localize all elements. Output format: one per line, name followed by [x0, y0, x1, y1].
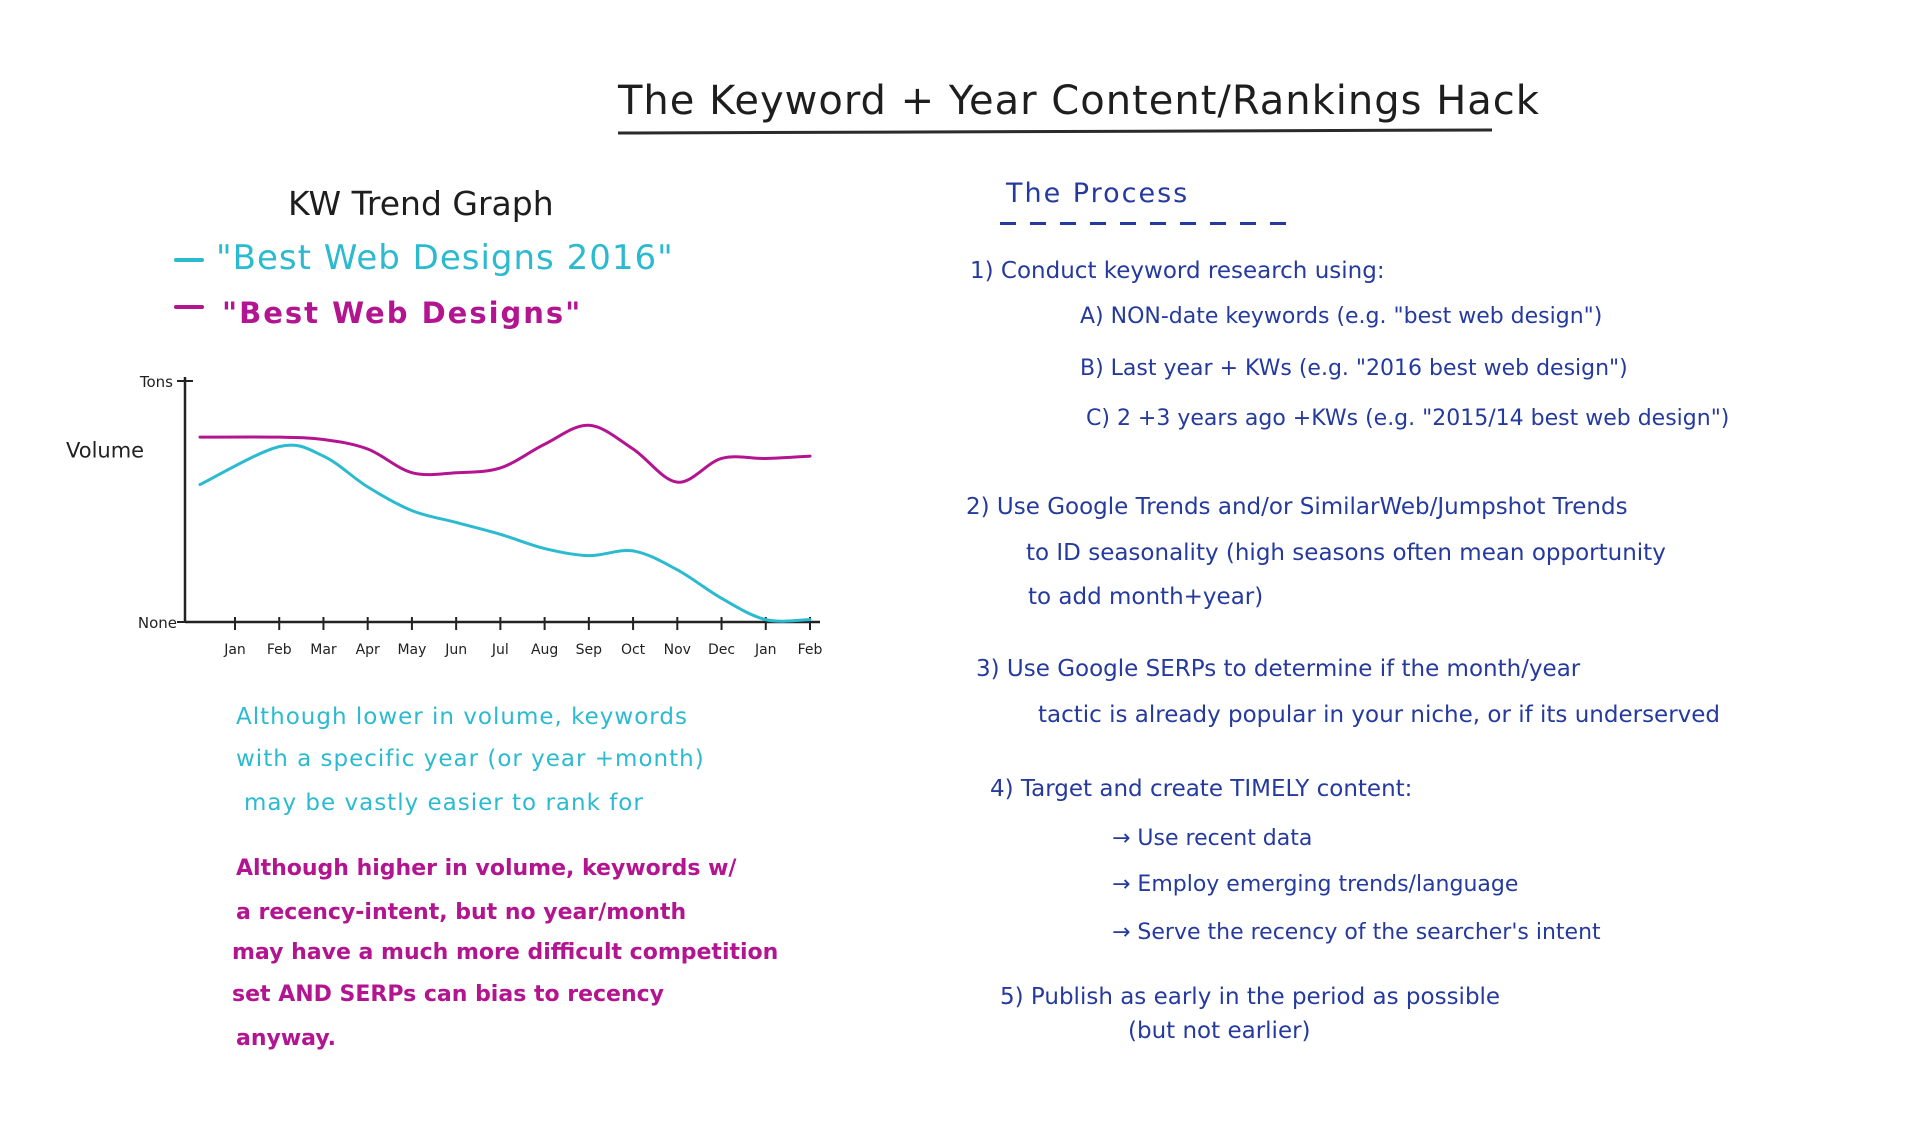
x-tick-label-feb: Feb: [267, 642, 292, 658]
step-4-sub-3: → Serve the recency of the searcher's in…: [1112, 920, 1601, 945]
pink-note-line-3: may have a much more difficult competiti…: [232, 940, 779, 965]
legend-label-teal: "Best Web Designs 2016": [216, 238, 674, 278]
x-tick-label-jan: Jan: [754, 642, 777, 658]
x-tick-label-oct: Oct: [621, 642, 646, 658]
step-1: 1) Conduct keyword research using:: [970, 258, 1385, 284]
step-1-sub-b: B) Last year + KWs (e.g. "2016 best web …: [1080, 356, 1628, 381]
pink-note-line-1: Although higher in volume, keywords w/: [236, 856, 737, 881]
y-tick-label-top: Tons: [139, 373, 173, 391]
step-4-sub-2: → Employ emerging trends/language: [1112, 872, 1519, 897]
step-1-sub-c: C) 2 +3 years ago +KWs (e.g. "2015/14 be…: [1086, 406, 1730, 431]
x-tick-label-feb: Feb: [798, 642, 823, 658]
teal-note-line-1: Although lower in volume, keywords: [236, 704, 688, 730]
y-tick-label-bottom: None: [138, 614, 177, 632]
process-title-dashes: [1000, 222, 1292, 225]
series-line-best-web-designs-2016: [198, 443, 812, 623]
step-4-sub-1: → Use recent data: [1112, 826, 1313, 851]
x-tick-label-nov: Nov: [664, 642, 691, 658]
x-tick-label-dec: Dec: [708, 642, 735, 658]
process-title: The Process: [1006, 178, 1190, 209]
legend-swatch-teal: [174, 258, 204, 262]
step-3-line-1: 3) Use Google SERPs to determine if the …: [976, 656, 1581, 682]
y-axis-label: Volume: [66, 438, 144, 462]
pink-note-line-5: anyway.: [236, 1026, 337, 1051]
step-5-line-1: 5) Publish as early in the period as pos…: [1000, 984, 1501, 1010]
trend-chart: Tons None Volume Jan Feb Mar Apr May Jun Jul Aug Se…: [66, 373, 823, 658]
board-title: The Keyword + Year Content/Rankings Hack: [618, 78, 1540, 124]
step-5-line-2: (but not earlier): [1128, 1018, 1311, 1044]
step-4: 4) Target and create TIMELY content:: [990, 776, 1413, 802]
legend-label-pink: "Best Web Designs": [222, 296, 583, 330]
x-tick-label-sep: Sep: [576, 642, 603, 658]
x-tick-label-may: May: [397, 642, 426, 658]
series-line-best-web-designs: [198, 423, 812, 484]
legend-swatch-pink: [174, 305, 204, 309]
pink-note-line-2: a recency-intent, but no year/month: [236, 900, 687, 925]
step-1-sub-a: A) NON-date keywords (e.g. "best web des…: [1080, 304, 1603, 329]
x-tick-label-aug: Aug: [531, 642, 558, 658]
teal-note-line-2: with a specific year (or year +month): [236, 746, 705, 772]
step-3-line-2: tactic is already popular in your niche,…: [1038, 702, 1721, 728]
x-tick-label-jun: Jun: [444, 642, 467, 658]
x-tick-label-jan: Jan: [223, 642, 246, 658]
step-2-line-3: to add month+year): [1028, 584, 1264, 610]
step-2-line-2: to ID seasonality (high seasons often me…: [1026, 540, 1666, 566]
step-2-line-1: 2) Use Google Trends and/or SimilarWeb/J…: [966, 494, 1628, 520]
title-underline: [617, 128, 1493, 135]
graph-title: KW Trend Graph: [288, 184, 554, 223]
pink-note-line-4: set AND SERPs can bias to recency: [232, 982, 665, 1007]
x-tick-label-jul: Jul: [491, 642, 509, 658]
teal-note-line-3: may be vastly easier to rank for: [244, 790, 644, 816]
x-tick-label-mar: Mar: [310, 642, 337, 658]
x-tick-label-apr: Apr: [356, 642, 380, 658]
